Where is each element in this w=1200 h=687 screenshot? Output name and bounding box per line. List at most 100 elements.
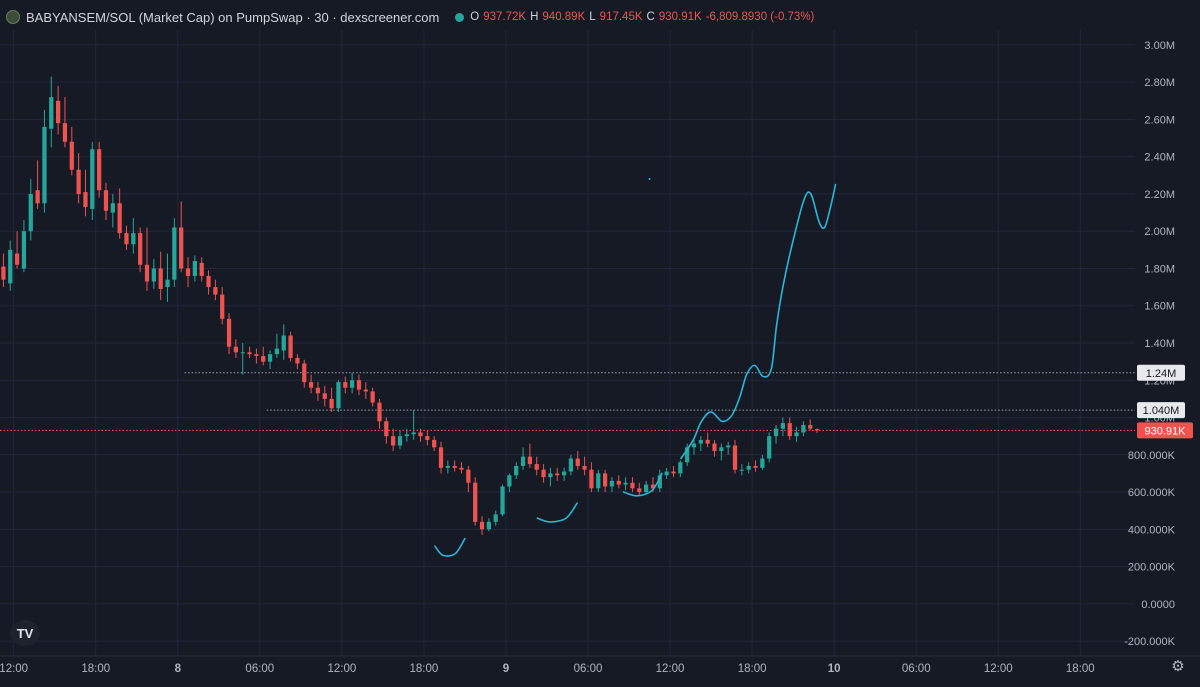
candle-body <box>664 471 669 476</box>
candle-body <box>220 294 225 319</box>
ohlc-close: 930.91K <box>658 11 702 23</box>
ohlc-open-key: O <box>470 11 480 23</box>
candle-body <box>83 192 88 207</box>
candle-body <box>384 421 389 437</box>
candle-body <box>226 318 232 347</box>
price-axis: 3.00M 2.80M 2.60M 2.40M 2.20M 2.00M 1.80M 1.60M… <box>1124 40 1193 648</box>
price-badge <box>1137 422 1193 439</box>
time-tick-label: 06:00 <box>902 663 931 675</box>
candle-body <box>329 398 334 409</box>
candle-body <box>35 190 40 204</box>
time-tick-label: 12:00 <box>984 663 1013 675</box>
candle-body <box>302 363 307 383</box>
price-tick-label: 2.40M <box>1144 152 1175 164</box>
candle-body <box>726 445 731 448</box>
ohlc-change: -6,809.8930 (-0.73%) <box>705 11 815 23</box>
candle-body <box>753 465 758 468</box>
candle-body <box>780 423 785 429</box>
price-tick-label: 1.60M <box>1144 301 1175 313</box>
candle-body <box>288 335 293 358</box>
price-badge-label: 1.24M <box>1146 368 1177 380</box>
candle-body <box>452 465 457 468</box>
candle-body <box>507 475 512 487</box>
token-icon <box>6 10 20 24</box>
candle-body <box>609 480 615 487</box>
candle-body <box>445 465 450 468</box>
candle-body <box>418 432 423 437</box>
price-tick-label: 2.80M <box>1144 77 1175 89</box>
time-tick-label: 12:00 <box>327 663 356 675</box>
chart-title[interactable]: BABYANSEM/SOL (Market Cap) on PumpSwap ·… <box>26 9 440 25</box>
time-tick-label: 18:00 <box>1066 663 1095 675</box>
candle-body <box>685 447 690 463</box>
price-tick-label: 2.00M <box>1144 226 1175 238</box>
candle-body <box>261 356 266 362</box>
candle-body <box>62 123 68 142</box>
candle-body <box>514 465 519 476</box>
ohlc-low: 917.45K <box>599 11 643 23</box>
candle-body <box>350 380 355 388</box>
candle-body <box>760 458 765 468</box>
candle-body <box>787 423 792 437</box>
horizontal-lines-layer <box>0 372 1135 431</box>
candle-body <box>425 436 430 440</box>
chart-header: BABYANSEM/SOL (Market Cap) on PumpSwap ·… <box>6 8 814 26</box>
candle-body <box>185 268 191 276</box>
candle-body <box>712 443 717 452</box>
candle-body <box>616 480 621 485</box>
candle-body <box>69 141 74 170</box>
candle-body <box>732 445 738 470</box>
stray-drawing-dot <box>648 178 651 181</box>
candle-body <box>746 465 751 470</box>
tradingview-logo-icon[interactable]: TV <box>10 620 40 646</box>
candle-body <box>158 268 163 289</box>
candle-body <box>644 484 649 493</box>
price-tick-label: -200.000K <box>1124 636 1175 648</box>
candle-body <box>138 233 143 265</box>
candle-body <box>589 469 594 489</box>
candle-body <box>315 387 321 394</box>
candle-body <box>274 348 280 355</box>
candle-body <box>247 352 252 355</box>
price-tick-label: 200.000K <box>1128 562 1176 574</box>
ohlc-open: 937.72K <box>483 11 527 23</box>
candle-body <box>124 233 129 245</box>
candle-body <box>356 380 362 390</box>
candle-body <box>637 488 642 493</box>
candles-layer <box>1 76 820 535</box>
candle-body <box>322 393 327 399</box>
time-tick-label: 10 <box>828 663 841 675</box>
price-tick-label: 1.80M <box>1144 263 1175 275</box>
price-tick-label: 3.00M <box>1144 40 1175 52</box>
candle-body <box>459 467 464 470</box>
candle-body <box>575 458 580 466</box>
ohlc-close-key: C <box>646 11 655 23</box>
candle-body <box>28 193 33 232</box>
gear-icon[interactable]: ⚙ <box>1171 658 1185 675</box>
candle-body <box>814 429 820 431</box>
candle-body <box>630 482 635 489</box>
price-tick-label: 400.000K <box>1128 524 1176 536</box>
cup-drawing-2 <box>536 502 578 523</box>
candle-body <box>172 227 177 280</box>
candle-body <box>308 382 314 388</box>
time-tick-label: 06:00 <box>245 663 274 675</box>
time-tick-label: 18:00 <box>738 663 767 675</box>
candle-body <box>117 203 122 234</box>
price-projection-drawing <box>680 183 837 460</box>
candle-body <box>21 231 27 269</box>
candle-body <box>767 436 772 459</box>
candle-body <box>534 464 539 470</box>
candle-body <box>596 473 601 489</box>
candle-body <box>520 456 526 466</box>
drawings-layer <box>434 178 837 557</box>
candle-body <box>705 439 710 444</box>
candle-body <box>165 279 170 288</box>
price-tick-label: 1.40M <box>1144 338 1175 350</box>
candle-body <box>479 521 485 530</box>
cup-drawing-1 <box>434 537 466 557</box>
price-tick-label: 800.000K <box>1128 450 1176 462</box>
candle-body <box>1 266 6 280</box>
